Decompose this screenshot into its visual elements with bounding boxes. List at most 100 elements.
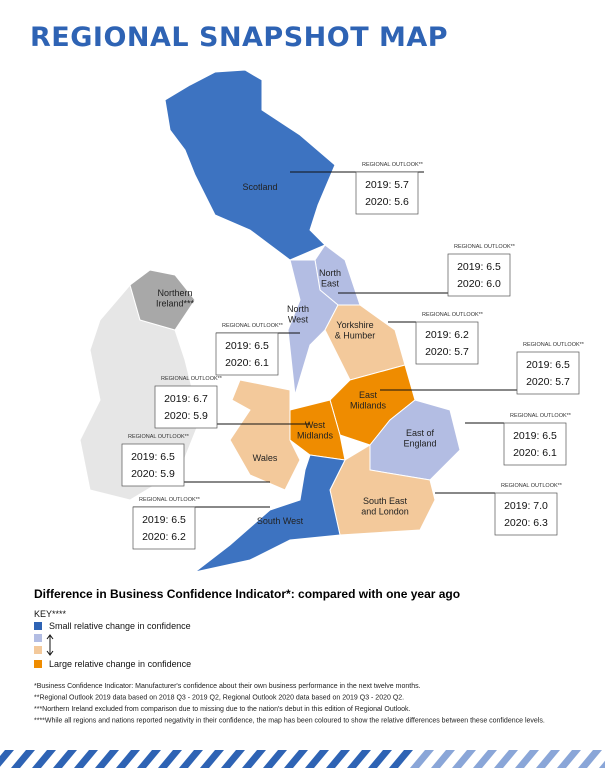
outlook-2020: 2020: 6.1 <box>513 447 557 459</box>
footnote: ***Northern Ireland excluded from compar… <box>34 706 411 713</box>
footnote: *Business Confidence Indicator: Manufact… <box>34 683 421 690</box>
region-label: North <box>319 268 341 278</box>
region-label: England <box>403 439 436 449</box>
outlook-2019: 2019: 6.5 <box>142 514 186 526</box>
north-west <box>287 259 339 396</box>
outlook-2019: 2019: 6.5 <box>131 451 175 463</box>
outlook-box <box>415 321 479 365</box>
region-label: and London <box>361 507 409 517</box>
footnote: ****While all regions and nations report… <box>34 718 545 725</box>
region-label: East <box>321 279 340 289</box>
outlook-box <box>516 351 580 395</box>
key-small: Small relative change in confidence <box>49 621 191 631</box>
stripe <box>200 750 224 768</box>
stripe <box>515 750 539 768</box>
region-label: Midlands <box>297 431 334 441</box>
key-title: KEY**** <box>34 609 67 619</box>
stripe <box>452 750 476 768</box>
stripe <box>53 750 77 768</box>
region-label: Wales <box>253 453 278 463</box>
outlook-heading: REGIONAL OUTLOOK** <box>523 342 585 348</box>
outlook-2019: 2019: 5.7 <box>365 179 409 191</box>
stripe <box>557 750 581 768</box>
outlook-heading: REGIONAL OUTLOOK** <box>139 497 201 503</box>
scotland <box>164 69 336 261</box>
key-large: Large relative change in confidence <box>49 659 191 669</box>
region-label: East <box>359 390 378 400</box>
region-label: Northern <box>157 288 192 298</box>
page-title: REGIONAL SNAPSHOT MAP <box>30 22 448 53</box>
stripe <box>284 750 308 768</box>
stripe <box>137 750 161 768</box>
outlook-2019: 2019: 6.5 <box>225 340 269 352</box>
stripe <box>32 750 56 768</box>
outlook-box <box>447 253 511 297</box>
region-label: Yorkshire <box>336 320 373 330</box>
stripe <box>368 750 392 768</box>
stripe <box>11 750 35 768</box>
region-label: West <box>305 420 326 430</box>
outlook-2020: 2020: 6.3 <box>504 517 548 529</box>
outlook-box <box>121 443 185 487</box>
outlook-2020: 2020: 6.2 <box>142 531 186 543</box>
footnote: **Regional Outlook 2019 data based on 20… <box>34 695 404 702</box>
stripe <box>473 750 497 768</box>
key-arrow <box>46 634 54 656</box>
stripe <box>74 750 98 768</box>
outlook-heading: REGIONAL OUTLOOK** <box>510 413 572 419</box>
outlook-heading: REGIONAL OUTLOOK** <box>362 162 424 168</box>
outlook-2019: 2019: 6.5 <box>457 261 501 273</box>
region-label: South East <box>363 496 408 506</box>
stripe <box>536 750 560 768</box>
region-label: Scotland <box>242 182 277 192</box>
south-west <box>194 454 346 573</box>
outlook-2019: 2019: 6.2 <box>425 329 469 341</box>
key-swatch <box>34 634 42 642</box>
outlook-2020: 2020: 6.0 <box>457 278 501 290</box>
outlook-2020: 2020: 5.9 <box>131 468 175 480</box>
region-label: West <box>288 315 309 325</box>
outlook-heading: REGIONAL OUTLOOK** <box>222 323 284 329</box>
outlook-2019: 2019: 6.5 <box>526 359 570 371</box>
region-label: East of <box>406 428 435 438</box>
stripe <box>221 750 245 768</box>
stripe <box>179 750 203 768</box>
outlook-2019: 2019: 7.0 <box>504 500 548 512</box>
stripe <box>158 750 182 768</box>
outlook-box <box>355 171 419 215</box>
region-label: & Humber <box>335 331 376 341</box>
key-heading: Difference in Business Confidence Indica… <box>34 587 460 601</box>
outlook-2020: 2020: 6.1 <box>225 357 269 369</box>
stripe <box>326 750 350 768</box>
outlook-box <box>215 332 279 376</box>
region-label: Midlands <box>350 401 387 411</box>
key-swatch <box>34 622 42 630</box>
stripe <box>95 750 119 768</box>
stripe <box>116 750 140 768</box>
outlook-box <box>494 492 558 536</box>
outlook-2020: 2020: 5.7 <box>425 346 469 358</box>
stripe <box>599 760 605 768</box>
outlook-2019: 2019: 6.5 <box>513 430 557 442</box>
region-label: North <box>287 304 309 314</box>
outlook-2020: 2020: 5.6 <box>365 196 409 208</box>
stripe <box>410 750 434 768</box>
outlook-heading: REGIONAL OUTLOOK** <box>454 244 516 250</box>
outlook-heading: REGIONAL OUTLOOK** <box>128 434 190 440</box>
outlook-2020: 2020: 5.7 <box>526 376 570 388</box>
stripe <box>494 750 518 768</box>
region-label: Ireland*** <box>156 299 195 309</box>
outlook-2019: 2019: 6.7 <box>164 393 208 405</box>
key-swatch <box>34 660 42 668</box>
key-swatch <box>34 646 42 654</box>
outlook-heading: REGIONAL OUTLOOK** <box>161 376 223 382</box>
stripe <box>305 750 329 768</box>
stripe <box>347 750 371 768</box>
outlook-heading: REGIONAL OUTLOOK** <box>501 483 563 489</box>
outlook-box <box>132 506 196 550</box>
outlook-2020: 2020: 5.9 <box>164 410 208 422</box>
outlook-box <box>503 422 567 466</box>
wales <box>229 379 301 491</box>
